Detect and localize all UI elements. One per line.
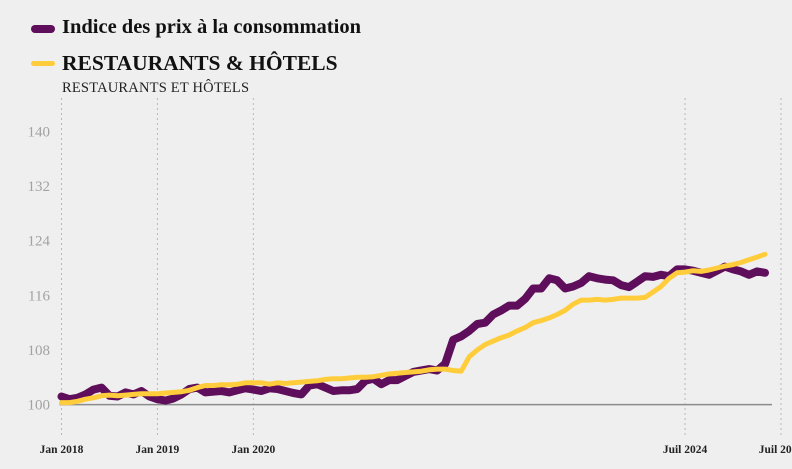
legend-label-restaurants: RESTAURANTS & HÔTELS [62,51,338,75]
y-tick-label: 140 [28,124,51,140]
legend-swatch-restaurants [31,61,55,66]
y-tick-label: 124 [28,234,51,250]
legend-label-cpi: Indice des prix à la consommation [62,16,361,38]
x-tick-label: Jan 2018 [40,444,84,456]
x-tick-label: Jan 2019 [136,444,180,456]
series-line-restaurants [59,251,768,406]
chart-subtitle: RESTAURANTS ET HÔTELS [62,80,250,96]
y-tick-label: 108 [28,343,51,359]
x-tick-label: Juil 2025 [759,444,792,456]
y-tick-label: 132 [28,179,51,195]
x-tick-label: Jan 2020 [231,444,275,456]
legend-swatch-cpi [31,25,55,33]
y-tick-label: 100 [28,398,51,414]
x-tick-label: Juil 2024 [663,444,708,456]
y-tick-label: 116 [28,288,50,304]
